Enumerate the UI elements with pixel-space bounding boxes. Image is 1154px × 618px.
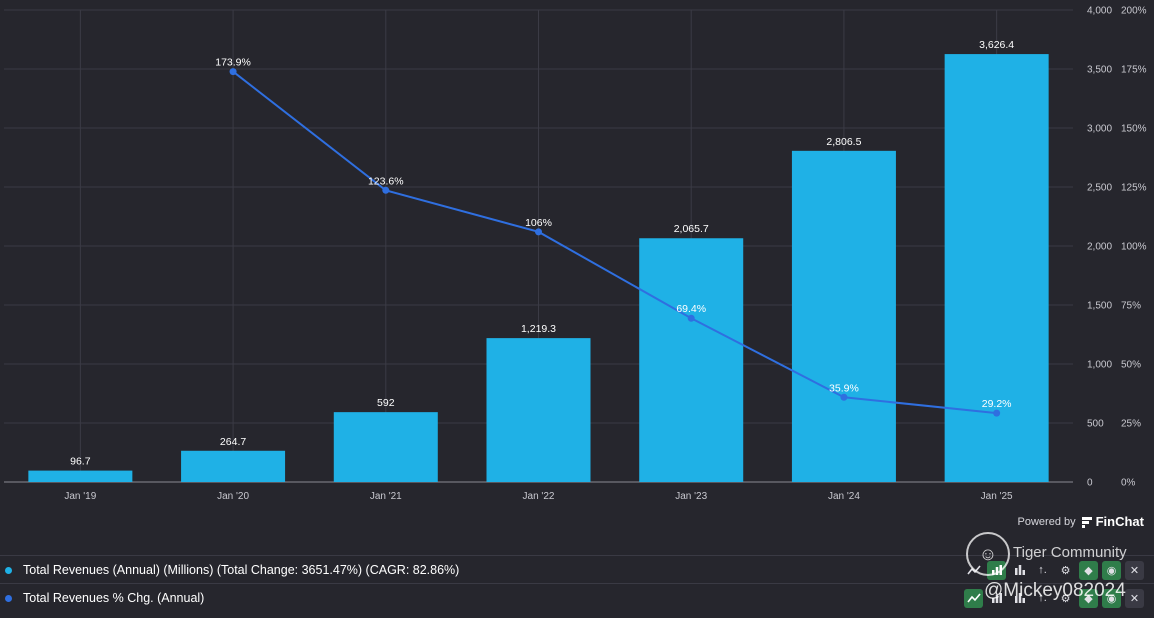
eye-icon[interactable]: ◉ (1102, 588, 1121, 608)
y-left-tick-label: 3,000 (1087, 124, 1112, 135)
finchat-brand: FinChat (1095, 514, 1144, 529)
pct-change-point (993, 409, 1001, 417)
legend-label-revenues: Total Revenues (Annual) (Millions) (Tota… (23, 563, 460, 577)
tag-icon[interactable]: ◆ (1079, 588, 1098, 608)
y-left-tick-label: 3,500 (1087, 65, 1112, 76)
column-chart-icon[interactable] (1010, 561, 1029, 580)
powered-by[interactable]: Powered by FinChat (1018, 514, 1144, 529)
y-right-tick-label: 125% (1121, 183, 1147, 194)
y-right-tick-label: 0% (1121, 478, 1136, 489)
revenue-bar (181, 450, 286, 482)
series-tools-pct-change: ↑. ⚙ ◆ ◉ ✕ (964, 588, 1144, 608)
y-left-tick-label: 0 (1087, 478, 1093, 489)
revenue-bar-label: 592 (377, 397, 395, 409)
gear-icon[interactable]: ⚙ (1060, 564, 1071, 577)
bar-chart-icon[interactable] (987, 589, 1006, 608)
eye-icon[interactable]: ◉ (1102, 560, 1121, 580)
pct-change-label: 69.4% (676, 303, 706, 315)
revenue-bar (28, 470, 133, 482)
revenue-bar (791, 150, 896, 482)
finchat-logo: FinChat (1081, 514, 1144, 529)
legend-label-pct-change: Total Revenues % Chg. (Annual) (23, 591, 205, 605)
series-tools-revenues: ↑. ⚙ ◆ ◉ ✕ (964, 560, 1144, 580)
y-right-tick-label: 150% (1121, 124, 1147, 135)
y-left-tick-label: 500 (1087, 419, 1104, 430)
sort-icon[interactable]: ↑. (1038, 592, 1047, 604)
pct-change-label: 35.9% (829, 382, 859, 394)
revenue-bar-label: 96.7 (70, 456, 91, 468)
column-chart-icon[interactable] (1010, 589, 1029, 608)
legend-dot-revenues (5, 566, 12, 574)
pct-change-point (382, 186, 390, 194)
pct-change-point (840, 393, 848, 401)
revenue-bar-label: 3,626.4 (979, 39, 1014, 51)
pct-change-label: 29.2% (982, 398, 1012, 410)
sort-icon[interactable]: ↑. (1038, 564, 1047, 576)
y-right-tick-label: 200% (1121, 6, 1147, 17)
y-right-tick-label: 25% (1121, 419, 1141, 430)
x-tick-label: Jan '20 (217, 491, 249, 502)
bar-chart-icon[interactable] (987, 560, 1006, 580)
y-right-tick-label: 75% (1121, 301, 1141, 312)
y-left-tick-label: 2,000 (1087, 242, 1112, 253)
y-right-tick-label: 175% (1121, 65, 1147, 76)
y-left-tick-label: 1,000 (1087, 360, 1112, 371)
x-tick-label: Jan '25 (981, 491, 1013, 502)
revenue-bar (486, 338, 591, 482)
legend-row-revenues[interactable]: Total Revenues (Annual) (Millions) (Tota… (0, 555, 1154, 584)
pct-change-label: 173.9% (215, 57, 251, 69)
close-icon[interactable]: ✕ (1125, 588, 1144, 608)
revenue-bar-label: 264.7 (220, 436, 246, 448)
pct-change-point (535, 228, 542, 236)
y-right-tick-label: 100% (1121, 242, 1147, 253)
y-left-tick-label: 4,000 (1087, 6, 1112, 17)
y-right-tick-label: 50% (1121, 360, 1141, 371)
pct-change-line (232, 70, 997, 415)
x-tick-label: Jan '19 (64, 491, 96, 502)
legend-row-pct-change[interactable]: Total Revenues % Chg. (Annual) ↑. ⚙ ◆ ◉ … (0, 583, 1154, 612)
revenue-bar (639, 238, 744, 482)
pct-change-label: 123.6% (368, 175, 404, 187)
x-tick-label: Jan '24 (828, 491, 860, 502)
revenue-bar (944, 54, 1049, 482)
y-left-tick-label: 1,500 (1087, 301, 1112, 312)
x-tick-label: Jan '21 (370, 491, 402, 502)
legend-dot-pct-change (5, 594, 12, 602)
x-tick-label: Jan '23 (675, 491, 707, 502)
revenue-bar-label: 2,065.7 (674, 223, 709, 235)
close-icon[interactable]: ✕ (1125, 560, 1144, 580)
revenue-bar-label: 1,219.3 (521, 323, 556, 335)
line-chart-icon[interactable] (964, 561, 983, 580)
pct-change-label: 106% (525, 217, 552, 229)
finchat-icon (1081, 516, 1092, 528)
revenue-bar (333, 412, 438, 482)
y-left-tick-label: 2,500 (1087, 183, 1112, 194)
pct-change-point (687, 314, 695, 322)
revenue-chart: 0 0% 500 25% 1,000 50% 1,500 75% 2,000 100% 2,500 1… (4, 6, 1147, 502)
x-tick-label: Jan '22 (523, 491, 555, 502)
pct-change-point (229, 68, 237, 76)
powered-by-text: Powered by (1017, 515, 1076, 528)
line-chart-icon[interactable] (964, 588, 983, 608)
revenue-bar-label: 2,806.5 (826, 136, 861, 148)
gear-icon[interactable]: ⚙ (1060, 592, 1071, 605)
tag-icon[interactable]: ◆ (1079, 560, 1098, 580)
